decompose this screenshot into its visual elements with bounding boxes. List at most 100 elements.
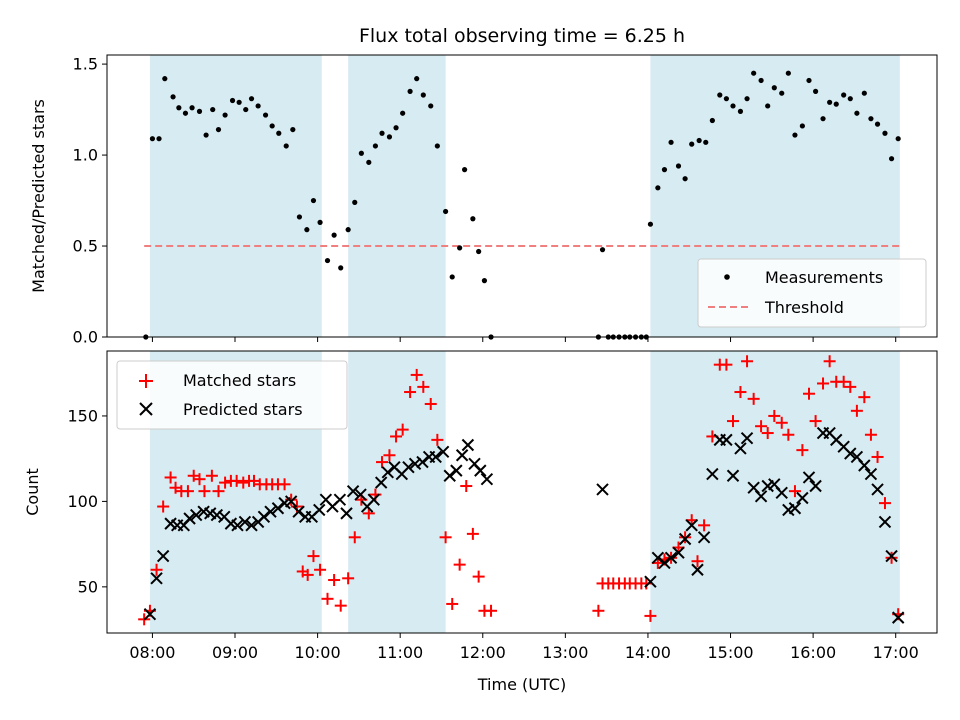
predicted-star-point [189,508,203,522]
predicted-star-point [802,471,816,484]
predicted-star-point [443,469,456,482]
predicted-star-point-b [678,532,692,546]
measurement-point [723,96,730,102]
predicted-star-point [210,508,224,522]
predicted-star-point-b [271,502,285,515]
top-panel: 0.0 0.5 1.0 1.5 Matched/Predicted stars Mea… [29,54,938,347]
measurement-point [176,105,182,111]
matched-star-point [788,485,801,498]
measurement-point [854,110,860,116]
measurement-point [758,77,764,84]
measurement-point [352,199,358,205]
predicted-star-point [143,607,157,621]
measurement-point [345,227,351,233]
matched-star-point [237,476,250,489]
predicted-star-point-b [284,495,298,508]
matched-star-point [782,428,795,441]
predicted-star-point-b [210,508,224,522]
matched-star-point [640,577,653,590]
matched-star-point [212,485,225,498]
predicted-star-point-b [788,502,802,515]
measurement-point [358,150,364,156]
matched-star-point [219,476,232,489]
matched-star-point [679,531,692,544]
bottom-y-ticks: 50 100 150 [67,406,107,596]
predicted-star-point [271,502,285,515]
measurement-point [243,106,249,113]
matched-star-point [775,416,788,429]
predicted-star-point [844,447,857,460]
measurement-point [882,130,888,136]
predicted-star-point-b [644,575,657,588]
top-y-axis-label: Matched/Predicted stars [29,99,48,293]
measurement-point [841,92,847,98]
predicted-star-point [284,495,298,508]
predicted-star-point-b [461,438,475,452]
measurement-point [400,110,406,116]
matched-star-point [592,604,605,617]
measurement-point [895,136,901,142]
measurement-point [262,112,269,118]
measurement-point [255,103,261,109]
predicted-star-point-b [802,471,816,484]
measurement-point [661,167,668,173]
matched-star-point [878,497,891,510]
measurement-point [236,99,242,105]
bottom-y-axis-label: Count [23,468,42,516]
predicted-star-point-b [197,505,210,518]
predicted-star-point-b [871,483,884,496]
measurement-point [779,90,785,96]
x-tick-label: 15:00 [707,643,753,662]
measurement-point [283,143,289,149]
predicted-star-point [231,519,244,532]
predicted-star-point [461,438,475,452]
bottom-axes-frame [106,350,938,634]
measurement-point [812,88,819,94]
legend-measurements-marker [724,274,730,280]
matched-star-point [431,433,444,446]
predicted-star-point [150,572,163,585]
predicted-star-point-b [796,491,809,505]
matched-star-point [314,563,327,576]
bottom-panel: 50 100 150 08:00 09:00 10:00 11:00 12:00 13:00 1… [23,350,938,694]
predicted-star-point-b [402,461,415,474]
predicted-star-point-b [231,519,244,532]
measurement-point [730,103,736,109]
x-tick-label: 10:00 [295,643,341,662]
predicted-star-point-b [596,483,609,496]
predicted-star-point [775,486,788,500]
matched-star-point [404,386,417,399]
predicted-star-point [891,611,905,624]
y-tick-label: 50 [78,577,98,596]
measurement-point [868,116,874,122]
predicted-star-point-b [480,472,494,486]
predicted-star-point [480,472,494,486]
predicted-star-point-b [754,490,768,503]
measurement-point [599,247,606,253]
matched-star-point [741,355,754,368]
measurement-point [833,101,839,107]
measurement-point [847,96,853,102]
predicted-star-point-b [734,442,747,455]
matched-star-point [410,368,423,381]
bottom-x-ticks: 08:00 09:00 10:00 11:00 12:00 13:00 14:00 15:00… [129,633,919,662]
measurement-point [162,76,168,82]
measurement-point [457,245,463,251]
matched-star-point [307,550,320,563]
predicted-star-point-b [319,493,333,506]
predicted-star-point [596,483,609,496]
matched-star-point [691,555,704,568]
legend-threshold-label: Threshold [764,298,844,317]
measurement-point [744,96,750,102]
matched-star-point [446,597,459,610]
predicted-star-point [644,575,657,588]
measurement-point [799,123,805,129]
predicted-star-point-b [354,488,367,501]
measurement-point [393,125,399,131]
matched-star-point [150,563,163,576]
predicted-star-point-b [374,476,388,489]
measurement-point [682,176,688,182]
measurement-point [407,88,413,94]
measurement-point [696,137,702,144]
